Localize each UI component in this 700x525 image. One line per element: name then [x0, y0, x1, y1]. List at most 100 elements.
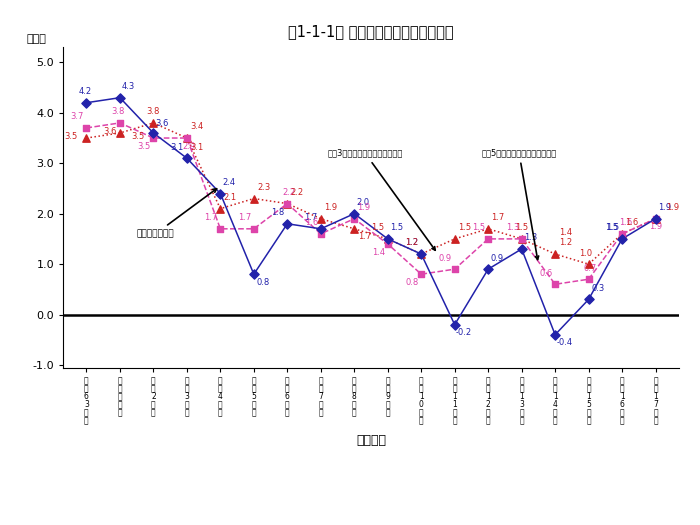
Point	[114, 119, 125, 127]
Text: 0.8: 0.8	[257, 278, 270, 287]
Text: 3.5: 3.5	[132, 132, 145, 141]
Point	[382, 235, 393, 243]
Text: 1.5: 1.5	[371, 223, 384, 233]
Point	[482, 225, 493, 233]
Text: 2.4: 2.4	[222, 178, 235, 187]
Point	[248, 194, 260, 203]
Text: 3.8: 3.8	[111, 107, 125, 117]
Text: 1.9: 1.9	[659, 203, 671, 212]
Point	[482, 265, 493, 274]
Text: 1.6: 1.6	[626, 218, 639, 227]
X-axis label: 調査年度: 調査年度	[356, 434, 386, 447]
Point	[248, 270, 260, 278]
Point	[550, 250, 561, 258]
Text: 1.7: 1.7	[358, 233, 371, 242]
Text: 1.7: 1.7	[204, 213, 218, 222]
Text: 0.7: 0.7	[584, 264, 597, 272]
Text: 1.5: 1.5	[606, 223, 619, 233]
Point	[281, 219, 293, 228]
Text: 1.2: 1.2	[559, 238, 572, 247]
Text: 1.9: 1.9	[357, 203, 370, 212]
Text: 1.5: 1.5	[473, 223, 485, 233]
Text: 1.9: 1.9	[324, 203, 337, 212]
Point	[181, 134, 193, 142]
Text: 0.9: 0.9	[439, 254, 452, 262]
Point	[315, 225, 326, 233]
Text: 1.7: 1.7	[491, 213, 505, 222]
Point	[281, 200, 293, 208]
Point	[215, 225, 226, 233]
Text: 1.2: 1.2	[405, 238, 418, 247]
Point	[617, 229, 628, 238]
Text: 1.5: 1.5	[458, 223, 471, 233]
Point	[516, 245, 527, 253]
Point	[181, 134, 193, 142]
Text: 4.3: 4.3	[122, 82, 135, 91]
Point	[315, 229, 326, 238]
Text: 3.8: 3.8	[147, 107, 160, 117]
Title: 第1-1-1図 予想実質経済成長率の推移: 第1-1-1図 予想実質経済成長率の推移	[288, 24, 454, 39]
Text: 1.7: 1.7	[304, 213, 317, 222]
Point	[349, 215, 360, 223]
Point	[416, 270, 427, 278]
Text: 1.9: 1.9	[649, 222, 662, 232]
Text: 1.3: 1.3	[524, 234, 538, 243]
Point	[449, 265, 461, 274]
Text: 1.9: 1.9	[666, 203, 679, 212]
Text: 今後5年間の見通し（年度平均）: 今後5年間の見通し（年度平均）	[482, 149, 556, 259]
Text: 2.9: 2.9	[182, 142, 195, 151]
Point	[382, 240, 393, 248]
Point	[583, 275, 594, 284]
Text: 1.4: 1.4	[372, 248, 385, 257]
Point	[617, 229, 628, 238]
Text: 2.2: 2.2	[290, 188, 304, 197]
Text: 1.5: 1.5	[606, 223, 620, 233]
Point	[148, 129, 159, 137]
Point	[148, 134, 159, 142]
Point	[114, 129, 125, 137]
Point	[80, 99, 92, 107]
Text: 0.3: 0.3	[592, 284, 605, 293]
Text: 2.3: 2.3	[257, 183, 270, 192]
Text: 1.7: 1.7	[238, 213, 251, 222]
Point	[482, 235, 493, 243]
Text: 1.5: 1.5	[515, 223, 528, 233]
Text: （％）: （％）	[26, 34, 46, 44]
Text: 0.8: 0.8	[405, 278, 419, 287]
Text: 1.5: 1.5	[391, 223, 404, 233]
Point	[650, 215, 662, 223]
Point	[516, 235, 527, 243]
Text: 4.2: 4.2	[78, 87, 91, 96]
Point	[382, 235, 393, 243]
Text: 1.2: 1.2	[405, 238, 418, 247]
Text: 3.7: 3.7	[71, 112, 84, 121]
Text: 1.8: 1.8	[271, 208, 284, 217]
Point	[281, 200, 293, 208]
Text: 3.1: 3.1	[190, 143, 204, 152]
Point	[583, 295, 594, 303]
Point	[416, 250, 427, 258]
Text: 1.6: 1.6	[619, 218, 632, 227]
Text: 1.0: 1.0	[579, 248, 592, 258]
Point	[181, 154, 193, 162]
Point	[148, 119, 159, 127]
Text: 2.2: 2.2	[282, 188, 295, 197]
Text: 半年度の見通し: 半年度の見通し	[136, 188, 216, 238]
Point	[349, 209, 360, 218]
Text: 1.3: 1.3	[505, 223, 519, 233]
Point	[650, 215, 662, 223]
Text: 0.6: 0.6	[539, 269, 552, 278]
Text: 0.9: 0.9	[491, 254, 504, 262]
Point	[80, 134, 92, 142]
Text: 3.6: 3.6	[103, 127, 117, 135]
Point	[550, 331, 561, 339]
Point	[449, 320, 461, 329]
Point	[215, 190, 226, 198]
Text: 3.6: 3.6	[155, 119, 169, 128]
Point	[650, 215, 662, 223]
Text: 1.4: 1.4	[559, 228, 572, 237]
Point	[583, 260, 594, 268]
Text: -0.4: -0.4	[556, 338, 573, 348]
Text: 3.5: 3.5	[137, 142, 150, 151]
Point	[114, 93, 125, 102]
